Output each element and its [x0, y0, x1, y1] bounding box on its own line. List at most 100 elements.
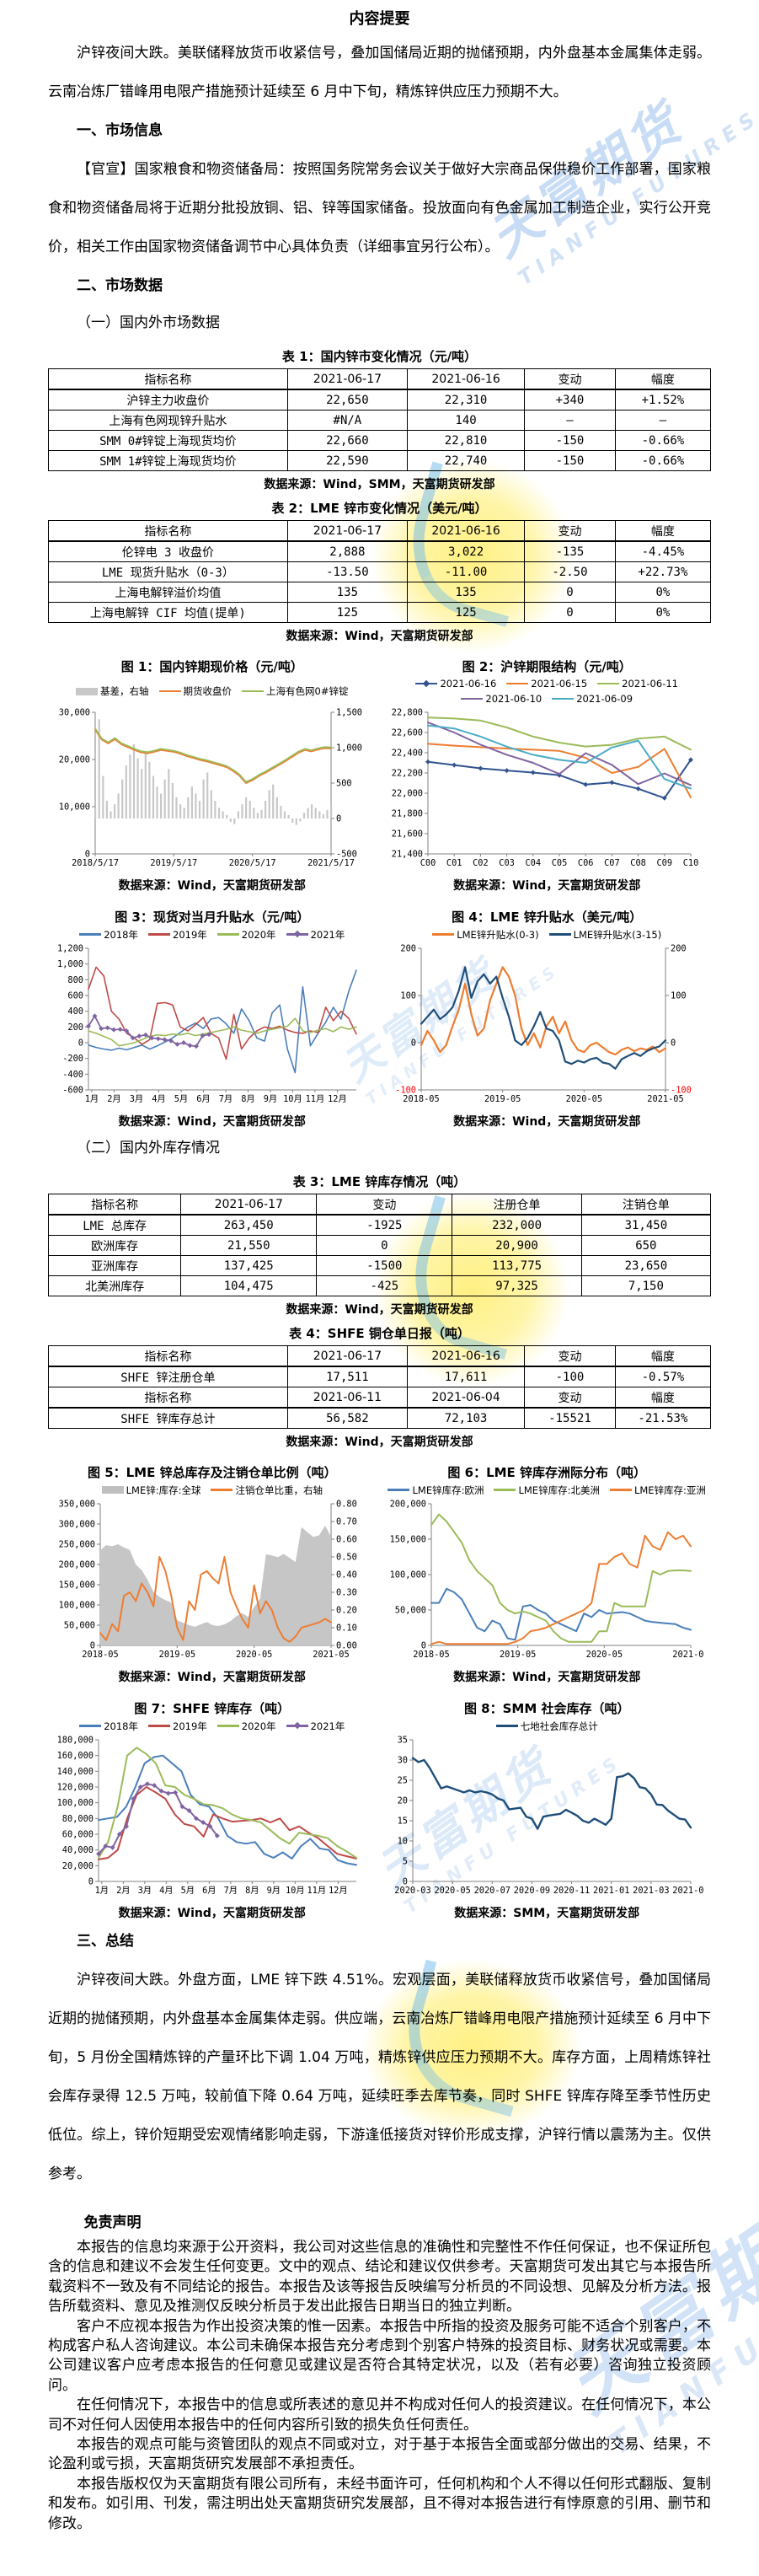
svg-text:1,500: 1,500: [336, 708, 362, 718]
legend-swatch: [158, 690, 181, 693]
legend-swatch: [388, 1489, 410, 1491]
table-row: 指标名称 2021-06-17 变动 注册仓单 注销仓单: [47, 1194, 712, 1216]
legend-item: 期货收盘价: [158, 684, 232, 698]
svg-text:C07: C07: [605, 858, 621, 868]
legend-item: 2019年: [148, 1720, 207, 1733]
disclaimer-paragraph: 本报告版权仅为天富期货有限公司所有，未经书面许可，任何机构和个人不得以任何形式翻…: [48, 2475, 711, 2532]
svg-text:C06: C06: [578, 858, 594, 868]
svg-text:-600: -600: [62, 1086, 83, 1096]
table-row: 亚洲库存 137,425 -1500 113,775 23,650: [47, 1255, 712, 1276]
lme-premium-chart: -100 0 100 200 -100 0 100 200 2018-05 2019-05 2020…: [382, 942, 711, 1108]
svg-text:C02: C02: [473, 858, 489, 868]
legend-item: 2020年: [216, 928, 276, 942]
svg-text:0: 0: [403, 1877, 408, 1887]
svg-text:-100: -100: [396, 1086, 417, 1096]
svg-text:12月: 12月: [328, 1094, 347, 1104]
legend-swatch: [552, 697, 575, 700]
svg-text:2019/5/17: 2019/5/17: [150, 858, 197, 868]
svg-text:5月: 5月: [174, 1094, 189, 1104]
lme-inventory-table: 指标名称 2021-06-17 变动 注册仓单 注销仓单 LME 总库存 263,450 -1…: [47, 1194, 712, 1296]
svg-text:2020-05: 2020-05: [566, 1094, 602, 1104]
figure-row-3: 图 5：LME 锌总库存及注销仓单比例（吨） LME锌:库存:全球 注销仓单比重，…: [48, 1458, 711, 1686]
svg-text:2019-05: 2019-05: [159, 1650, 195, 1660]
data-source: 数据来源：Wind，天富期货研发部: [453, 1671, 641, 1684]
legend-swatch: [216, 1725, 239, 1727]
disclaimer-heading: 免责声明: [83, 2214, 142, 2231]
svg-text:140,000: 140,000: [57, 1767, 94, 1777]
price-basis-chart: 0 10,000 20,000 30,000 -500 0 500 1,000 1,500 201…: [48, 706, 377, 872]
svg-text:8月: 8月: [241, 1094, 255, 1104]
svg-text:20,000: 20,000: [59, 755, 90, 765]
chart-legend: 2021-06-16 2021-06-15 2021-06-11 2021-06-10…: [382, 677, 711, 706]
svg-text:10月: 10月: [283, 1094, 302, 1104]
table-row: 指标名称 2021-06-17 2021-06-16 变动 幅度: [48, 520, 712, 542]
svg-text:80,000: 80,000: [62, 1814, 94, 1824]
table-4-block: 表 4：SHFE 铜仓单日报（吨） 指标名称 2021-06-17 2021-06-…: [48, 1324, 712, 1450]
svg-text:22,000: 22,000: [392, 789, 423, 799]
legend-swatch: [101, 1486, 124, 1494]
legend-swatch: [597, 682, 620, 685]
svg-text:0: 0: [85, 850, 90, 860]
svg-text:2018/5/17: 2018/5/17: [72, 858, 119, 868]
svg-text:2021-03: 2021-03: [633, 1886, 670, 1896]
legend-swatch: [211, 1489, 233, 1491]
svg-text:2021-01: 2021-01: [593, 1886, 629, 1896]
svg-text:350,000: 350,000: [59, 1500, 95, 1510]
svg-text:11月: 11月: [306, 1094, 325, 1104]
svg-text:200,000: 200,000: [59, 1560, 95, 1570]
svg-text:15: 15: [398, 1817, 408, 1827]
legend-swatch: [495, 1725, 518, 1727]
svg-text:200: 200: [671, 944, 687, 954]
doc-title: 内容提要: [349, 10, 410, 28]
svg-text:2020-05: 2020-05: [586, 1650, 623, 1660]
svg-text:600: 600: [67, 991, 83, 1001]
data-source: 数据来源：Wind，天富期货研发部: [118, 1671, 306, 1684]
svg-text:2021-05: 2021-05: [673, 1886, 705, 1896]
legend-item: 2021-06-09: [552, 693, 633, 705]
svg-text:400: 400: [67, 1006, 83, 1017]
conclusion-paragraph: 沪锌夜间大跌。外盘方面，LME 锌下跌 4.51%。宏观层面，美联储释放货币收紧…: [48, 1972, 711, 2182]
disclaimer-section: 免责声明 本报告的信息均来源于公开资料，我公司对这些信息的准确性和完整性不作任何…: [48, 2210, 711, 2534]
svg-text:1月: 1月: [95, 1886, 110, 1896]
legend-item: 2021-06-11: [597, 678, 678, 690]
shfe-stock-chart: 0 20,000 40,000 60,000 80,000 100,000 120,000 1…: [48, 1733, 377, 1900]
svg-text:30: 30: [398, 1756, 408, 1766]
legend-swatch: [76, 687, 99, 695]
legend-item: 七地社会库存总计: [495, 1720, 598, 1733]
table-row: SMM 1#锌锭上海现货均价 22,590 22,740 -150 -0.66%: [48, 450, 712, 471]
legend-swatch: [79, 1725, 102, 1727]
svg-text:2020/5/17: 2020/5/17: [229, 858, 276, 868]
section-3-heading: 三、总结: [77, 1933, 134, 1950]
svg-text:100,000: 100,000: [57, 1798, 94, 1808]
figure-6: 图 6：LME 锌库存洲际分布（吨） LME锌库存:欧洲 LME锌库存:北美洲 LM…: [382, 1458, 711, 1686]
svg-text:10,000: 10,000: [59, 802, 90, 813]
svg-text:1,000: 1,000: [336, 743, 362, 754]
svg-text:0: 0: [90, 1641, 95, 1651]
data-source: 数据来源：Wind，天富期货研发部: [118, 1907, 306, 1920]
svg-text:22,400: 22,400: [392, 749, 423, 759]
figure-row-1: 图 1：国内锌期现价格（元/吨） 基差，右轴 期货收盘价 上海有色网0#锌锭 0 10…: [48, 652, 711, 894]
svg-text:C03: C03: [500, 858, 516, 868]
spot-premium-chart: -600 -400 -200 0 200 400 600 800 1,000 1,200 1月 2月 3…: [48, 942, 377, 1108]
svg-text:-500: -500: [336, 850, 357, 860]
table-row: 欧洲库存 21,550 0 20,900 650: [47, 1235, 712, 1256]
chart-legend: LME锌库存:欧洲 LME锌库存:北美洲 LME锌库存:亚洲: [382, 1483, 711, 1497]
legend-swatch: [432, 933, 455, 936]
legend-swatch: [242, 690, 265, 693]
svg-text:60,000: 60,000: [62, 1830, 94, 1840]
chart-legend: 2018年 2019年 2020年 2021年: [48, 1719, 377, 1733]
legend-swatch: [415, 679, 438, 687]
legend-item: 2018年: [79, 1720, 138, 1733]
svg-text:-100: -100: [671, 1086, 692, 1096]
svg-text:22,800: 22,800: [392, 708, 423, 718]
table-row: SHFE 锌注册仓单 17,511 17,611 -100 -0.57%: [48, 1366, 712, 1387]
svg-text:300,000: 300,000: [59, 1520, 95, 1530]
legend-swatch: [609, 1489, 632, 1491]
table-row: 指标名称 2021-06-17 2021-06-16 变动 幅度: [48, 368, 712, 390]
svg-text:0: 0: [411, 1038, 416, 1049]
figure-title: 图 5：LME 锌总库存及注销仓单比例（吨）: [87, 1465, 337, 1480]
lme-total-stock-chart: 0 50,000 100,000 150,000 200,000 250,000 300,0…: [48, 1497, 377, 1664]
svg-text:0: 0: [78, 1038, 83, 1049]
svg-text:2019-05: 2019-05: [484, 1094, 521, 1104]
figure-title: 图 2：沪锌期限结构（元/吨）: [462, 659, 632, 674]
